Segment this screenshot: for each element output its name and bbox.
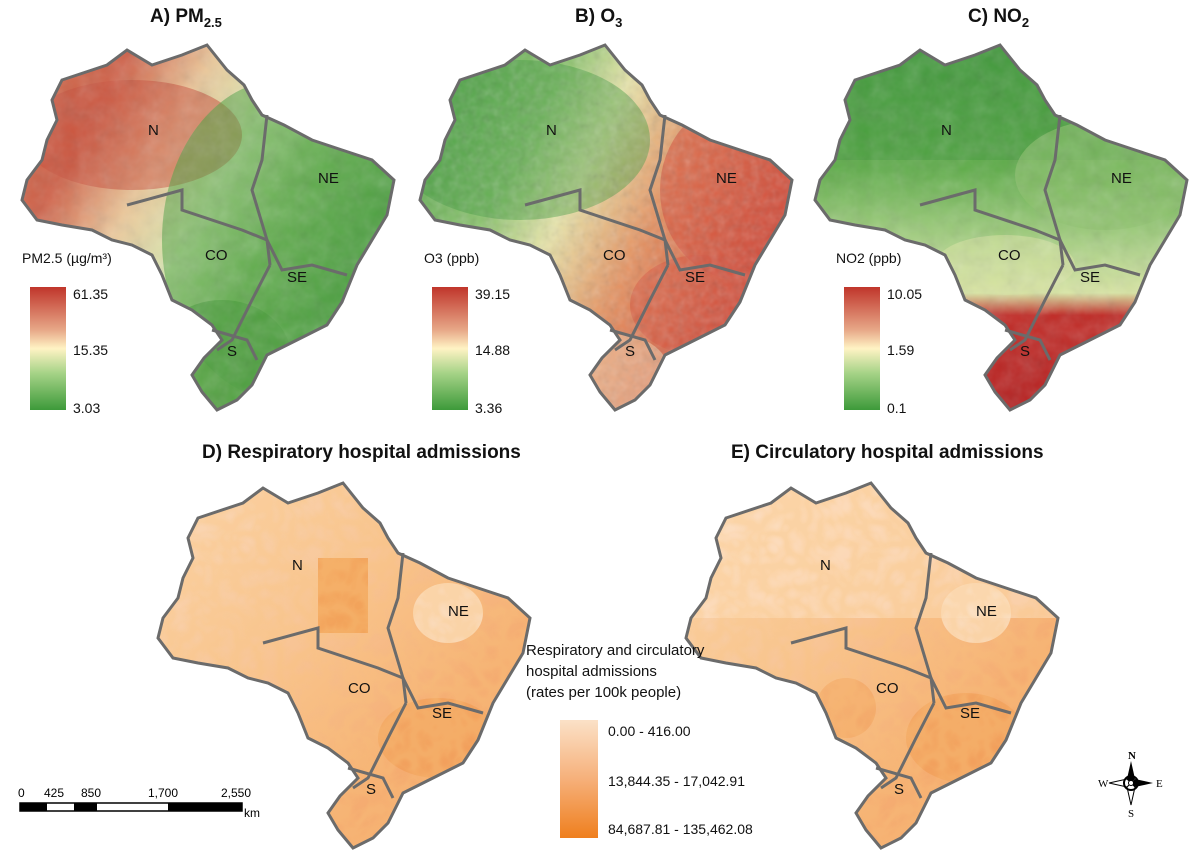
- region-label-ne: NE: [716, 170, 737, 187]
- compass-s: S: [1128, 808, 1134, 818]
- region-label-s: S: [1020, 343, 1030, 360]
- compass-w: W: [1098, 778, 1109, 790]
- region-label-co: CO: [603, 247, 626, 264]
- admissions-legend-title-line: Respiratory and circulatory: [526, 642, 705, 659]
- compass-e: E: [1156, 778, 1163, 790]
- region-label-s: S: [366, 781, 376, 798]
- map-respiratory-admissions: N NE CO SE S: [156, 481, 532, 850]
- scale-tick-1700: 1,700: [148, 786, 178, 800]
- scale-tick-0: 0: [18, 786, 25, 800]
- admissions-legend-bar: [560, 720, 598, 838]
- region-label-s: S: [625, 343, 635, 360]
- panel-a-title: A) PM2.5: [150, 6, 222, 30]
- region-label-n: N: [820, 557, 831, 574]
- scale-bar: 0 425 850 1,700 2,550 km: [18, 786, 260, 820]
- admissions-legend-title-line: hospital admissions: [526, 663, 657, 680]
- legend-min-o3: 3.36: [475, 400, 503, 416]
- region-label-n: N: [941, 122, 952, 139]
- region-label-se: SE: [432, 705, 452, 722]
- legend-title-no2: NO2 (ppb): [836, 250, 902, 266]
- panel-c-title: C) NO2: [968, 6, 1030, 30]
- region-label-se: SE: [960, 705, 980, 722]
- region-label-co: CO: [876, 680, 899, 697]
- panel-d-title: D) Respiratory hospital admissions: [202, 442, 521, 463]
- legend-max-o3: 39.15: [475, 286, 511, 302]
- region-label-ne: NE: [976, 603, 997, 620]
- region-label-ne: NE: [448, 603, 469, 620]
- region-label-se: SE: [287, 269, 307, 286]
- admissions-legend-class-low: 0.00 - 416.00: [608, 723, 691, 739]
- region-label-n: N: [292, 557, 303, 574]
- region-label-co: CO: [348, 680, 371, 697]
- legend-max-no2: 10.05: [887, 286, 923, 302]
- legend-max-pm25: 61.35: [73, 286, 109, 302]
- region-label-co: CO: [205, 247, 228, 264]
- map-circulatory-admissions: N NE CO SE S: [684, 481, 1060, 850]
- legend-mid-pm25: 15.35: [73, 342, 109, 358]
- region-label-co: CO: [998, 247, 1021, 264]
- panel-b-title: B) O3: [575, 6, 623, 30]
- legend-mid-no2: 1.59: [887, 342, 915, 358]
- legend-bar-pm25: [30, 287, 66, 410]
- region-label-se: SE: [685, 269, 705, 286]
- scale-tick-2550: 2,550: [221, 786, 251, 800]
- compass-n: N: [1128, 750, 1136, 762]
- panel-e-title: E) Circulatory hospital admissions: [731, 442, 1044, 463]
- legend-bar-no2: [844, 287, 880, 410]
- region-label-ne: NE: [1111, 170, 1132, 187]
- scale-tick-850: 850: [81, 786, 101, 800]
- map-o3: N NE CO SE S: [418, 43, 794, 412]
- legend-min-pm25: 3.03: [73, 400, 101, 416]
- legend-min-no2: 0.1: [887, 400, 907, 416]
- region-label-n: N: [148, 122, 159, 139]
- legend-mid-o3: 14.88: [475, 342, 511, 358]
- region-label-ne: NE: [318, 170, 339, 187]
- region-label-s: S: [894, 781, 904, 798]
- admissions-legend-title: Respiratory and circulatory hospital adm…: [526, 640, 736, 703]
- admissions-legend-title-line: (rates per 100k people): [526, 684, 682, 701]
- admissions-legend-class-high: 84,687.81 - 135,462.08: [608, 821, 753, 837]
- scale-unit: km: [244, 806, 260, 820]
- map-pm25: N NE CO SE S: [20, 43, 396, 412]
- region-label-s: S: [227, 343, 237, 360]
- legend-title-o3: O3 (ppb): [424, 250, 480, 266]
- region-label-se: SE: [1080, 269, 1100, 286]
- region-label-n: N: [546, 122, 557, 139]
- legend-bar-o3: [432, 287, 468, 410]
- admissions-legend-class-mid: 13,844.35 - 17,042.91: [608, 773, 746, 789]
- north-arrow-icon: N S W E: [1098, 750, 1163, 818]
- legend-title-pm25: PM2.5 (µg/m³): [22, 250, 112, 266]
- scale-tick-425: 425: [44, 786, 64, 800]
